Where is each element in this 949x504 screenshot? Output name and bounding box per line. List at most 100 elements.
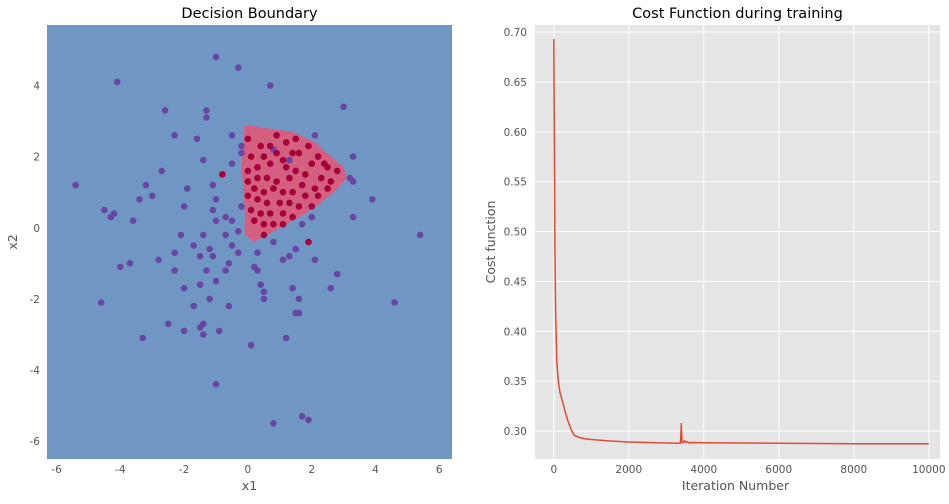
class-1-point: [244, 167, 252, 175]
class-0-point: [222, 267, 229, 274]
class-0-point: [113, 78, 121, 86]
class-0-point: [136, 196, 143, 203]
chart-title: Decision Boundary: [181, 6, 318, 22]
class-0-point: [212, 196, 220, 203]
class-0-point: [142, 181, 150, 189]
class-0-point: [222, 213, 229, 221]
y-axis-label: Cost function: [483, 201, 498, 284]
class-1-point: [292, 167, 300, 175]
class-0-point: [228, 217, 236, 224]
class-0-point: [148, 192, 156, 200]
class-0-point: [139, 334, 146, 342]
y-tick-label: 0.65: [504, 77, 527, 89]
class-0-point: [282, 334, 290, 342]
class-0-point: [193, 135, 201, 143]
class-1-point: [318, 174, 325, 182]
class-0-point: [228, 160, 236, 167]
class-0-point: [266, 82, 274, 89]
class-0-point: [206, 295, 213, 303]
class-1-point: [302, 171, 309, 178]
class-0-point: [340, 103, 347, 111]
class-0-point: [238, 149, 245, 157]
class-0-point: [235, 228, 242, 235]
class-0-point: [184, 185, 191, 192]
class-0-points: [72, 53, 424, 427]
y-tick-label: 0.45: [504, 276, 527, 288]
class-0-point: [196, 324, 204, 331]
class-1-point: [254, 164, 261, 171]
class-0-point: [298, 413, 306, 420]
class-0-point: [209, 206, 217, 214]
x-axis-label: x1: [242, 478, 257, 493]
class-1-point: [251, 217, 258, 224]
class-0-point: [222, 231, 229, 239]
class-0-point: [203, 107, 210, 114]
class-1-point: [289, 188, 296, 196]
x-tick-label: 0: [550, 464, 557, 476]
class-1-point: [251, 185, 258, 192]
class-1-point: [270, 220, 277, 228]
class-0-point: [279, 256, 287, 264]
chart-title: Cost Function during training: [632, 6, 843, 22]
class-0-point: [171, 249, 178, 256]
x-tick-label: -2: [179, 464, 189, 476]
class-0-point: [196, 252, 204, 260]
class-1-point: [314, 192, 322, 200]
class-1-point: [244, 135, 252, 143]
class-0-point: [260, 295, 268, 303]
class-1-point: [289, 149, 296, 157]
class-1-point: [295, 203, 303, 210]
class-0-point: [254, 267, 261, 274]
class-1-point: [266, 160, 274, 167]
class-1-points: [219, 132, 341, 246]
class-1-point: [254, 196, 261, 203]
class-1-point: [260, 220, 268, 228]
class-0-point: [212, 277, 220, 285]
class-1-point: [333, 167, 341, 175]
class-1-point: [266, 142, 274, 150]
class-1-point: [282, 164, 290, 171]
class-1-point: [260, 153, 268, 160]
class-0-point: [225, 302, 233, 310]
class-1-point: [311, 185, 319, 192]
class-1-point: [279, 210, 287, 217]
class-0-point: [196, 281, 204, 289]
class-0-point: [295, 295, 303, 303]
class-1-point: [308, 203, 316, 210]
class-1-point: [219, 171, 226, 178]
class-1-point: [244, 192, 252, 200]
y-tick-label: 0.40: [504, 326, 527, 338]
class-0-point: [206, 245, 213, 253]
x-tick-label: 10000: [912, 464, 945, 476]
class-1-point: [305, 142, 312, 150]
class-0-point: [308, 213, 316, 221]
class-0-point: [270, 238, 277, 246]
class-0-point: [203, 114, 210, 121]
y-tick-label: 2: [33, 152, 40, 164]
class-1-point: [244, 178, 252, 185]
y-tick-labels: 0.30 0.35 0.40 0.45 0.50 0.55 0.60 0.65 0.70: [504, 27, 527, 438]
x-tick-label: 6000: [765, 464, 792, 476]
class-1-point: [260, 188, 268, 196]
class-0-point: [209, 252, 217, 260]
class-1-point: [273, 178, 280, 185]
class-0-point: [225, 260, 233, 267]
class-1-point: [327, 178, 335, 185]
class-0-point: [209, 181, 217, 189]
class-0-point: [292, 309, 300, 317]
class-0-point: [177, 231, 185, 239]
class-1-point: [286, 174, 293, 182]
x-axis-label: Iteration Number: [682, 478, 790, 493]
y-tick-label: 4: [33, 81, 40, 93]
x-tick-label: 4000: [690, 464, 717, 476]
y-axis-label: x2: [5, 234, 20, 249]
class-0-point: [311, 256, 319, 264]
class-0-point: [270, 420, 277, 427]
class-1-point: [276, 199, 284, 207]
y-tick-label: 0.50: [504, 227, 527, 239]
class-1-point: [247, 153, 255, 160]
x-tick-labels: 0 2000 4000 6000 8000 10000: [550, 464, 945, 476]
y-tick-label: -2: [30, 294, 40, 306]
class-1-point: [279, 188, 287, 196]
class-0-point: [203, 267, 210, 274]
